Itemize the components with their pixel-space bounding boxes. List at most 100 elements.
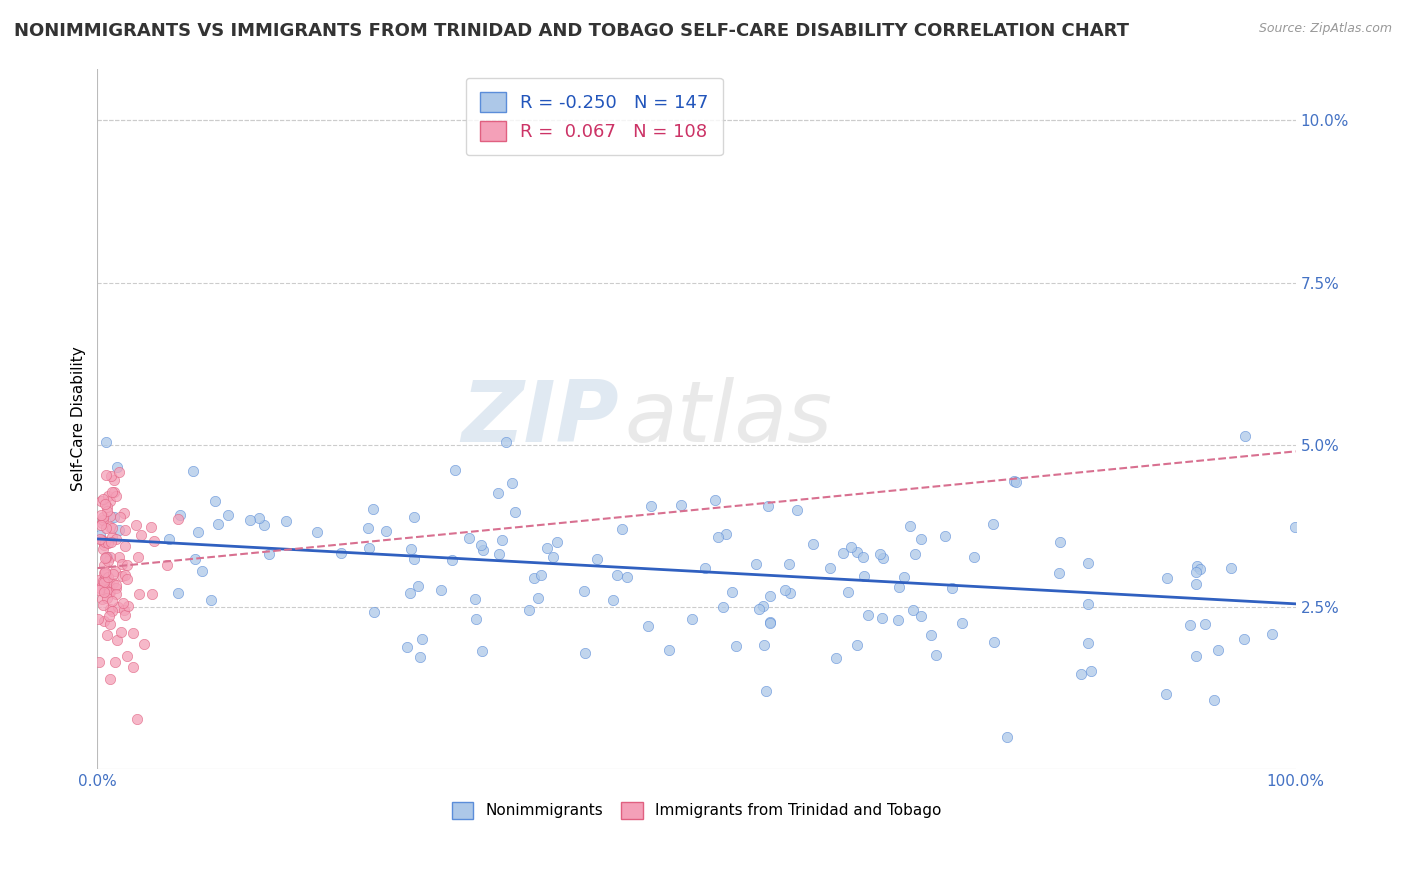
Point [200, 593, 222, 607]
Text: Source: ZipAtlas.com: Source: ZipAtlas.com [1258, 22, 1392, 36]
Point [470, 538, 492, 552]
Point [1233, 632, 1256, 646]
Point [1005, 475, 1028, 489]
Point [104, 533, 127, 547]
Point [898, 519, 921, 533]
Point [1002, 474, 1025, 488]
Point [96, 549, 118, 564]
Point [93, 513, 115, 527]
Point [411, 632, 433, 646]
Point [409, 650, 432, 665]
Point [191, 564, 214, 578]
Point [1080, 664, 1102, 678]
Point [89, 528, 111, 542]
Point [606, 568, 628, 582]
Point [94, 521, 117, 535]
Point [440, 553, 463, 567]
Point [96, 435, 118, 450]
Point [111, 596, 134, 610]
Point [117, 572, 139, 586]
Point [748, 601, 770, 615]
Point [105, 581, 128, 595]
Point [744, 558, 766, 572]
Point [96, 504, 118, 518]
Point [96, 591, 118, 605]
Point [523, 571, 546, 585]
Point [94, 497, 117, 511]
Point [100, 535, 122, 549]
Point [399, 542, 422, 557]
Point [204, 494, 226, 508]
Point [429, 582, 451, 597]
Point [103, 509, 125, 524]
Point [887, 613, 910, 627]
Point [105, 578, 128, 592]
Point [91, 574, 114, 589]
Point [356, 521, 378, 535]
Point [681, 612, 703, 626]
Point [96, 627, 118, 641]
Point [104, 656, 127, 670]
Point [503, 505, 526, 519]
Point [91, 533, 114, 548]
Point [122, 660, 145, 674]
Point [901, 603, 924, 617]
Point [1184, 649, 1206, 664]
Point [486, 486, 509, 500]
Point [706, 531, 728, 545]
Point [361, 501, 384, 516]
Point [98, 601, 121, 615]
Point [127, 712, 149, 726]
Point [856, 607, 879, 622]
Point [471, 643, 494, 657]
Point [96, 549, 118, 564]
Point [616, 570, 638, 584]
Point [100, 469, 122, 483]
Point [359, 541, 381, 556]
Point [167, 511, 190, 525]
Point [110, 625, 132, 640]
Point [457, 531, 479, 545]
Point [464, 612, 486, 626]
Point [398, 586, 420, 600]
Point [704, 493, 727, 508]
Point [669, 498, 692, 512]
Point [97, 535, 120, 549]
Point [872, 551, 894, 566]
Point [114, 608, 136, 623]
Point [217, 508, 239, 522]
Point [751, 599, 773, 614]
Point [488, 547, 510, 561]
Point [96, 500, 118, 514]
Point [98, 508, 121, 523]
Point [759, 615, 782, 630]
Point [887, 580, 910, 594]
Point [114, 539, 136, 553]
Point [157, 533, 180, 547]
Point [752, 638, 775, 652]
Point [89, 573, 111, 587]
Point [127, 549, 149, 564]
Point [91, 492, 114, 507]
Point [1185, 558, 1208, 573]
Point [1208, 642, 1230, 657]
Point [546, 534, 568, 549]
Point [925, 648, 948, 663]
Point [950, 616, 973, 631]
Point [183, 552, 205, 566]
Point [141, 520, 163, 534]
Point [711, 599, 734, 614]
Point [117, 599, 139, 614]
Point [107, 466, 129, 480]
Point [773, 583, 796, 598]
Point [637, 619, 659, 633]
Point [101, 575, 124, 590]
Point [910, 532, 932, 546]
Point [94, 574, 117, 588]
Point [716, 527, 738, 541]
Point [276, 514, 298, 528]
Point [93, 574, 115, 589]
Point [125, 517, 148, 532]
Point [93, 558, 115, 573]
Point [91, 516, 114, 530]
